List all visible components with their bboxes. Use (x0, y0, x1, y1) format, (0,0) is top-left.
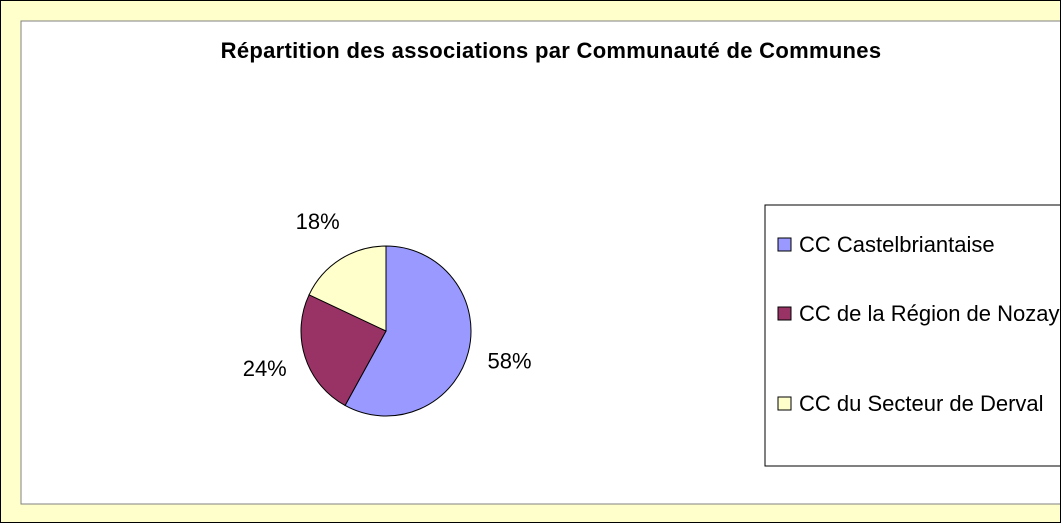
legend-swatch (777, 306, 792, 321)
legend-box (764, 204, 1060, 467)
legend-label: CC du Secteur de Derval (799, 391, 1044, 416)
data-label: 18% (296, 209, 340, 234)
pie-slice (344, 245, 472, 417)
legend-label: CC de la Région de Nozay (799, 301, 1060, 326)
pie-slice (300, 294, 387, 407)
legend-swatch (777, 396, 792, 411)
pie-slice (308, 245, 387, 332)
chart-title: Répartition des associations par Communa… (220, 38, 882, 63)
legend-swatch (777, 237, 792, 252)
data-label: 58% (487, 349, 531, 374)
data-label: 24% (243, 356, 287, 381)
legend-label: CC Castelbriantaise (799, 232, 995, 257)
